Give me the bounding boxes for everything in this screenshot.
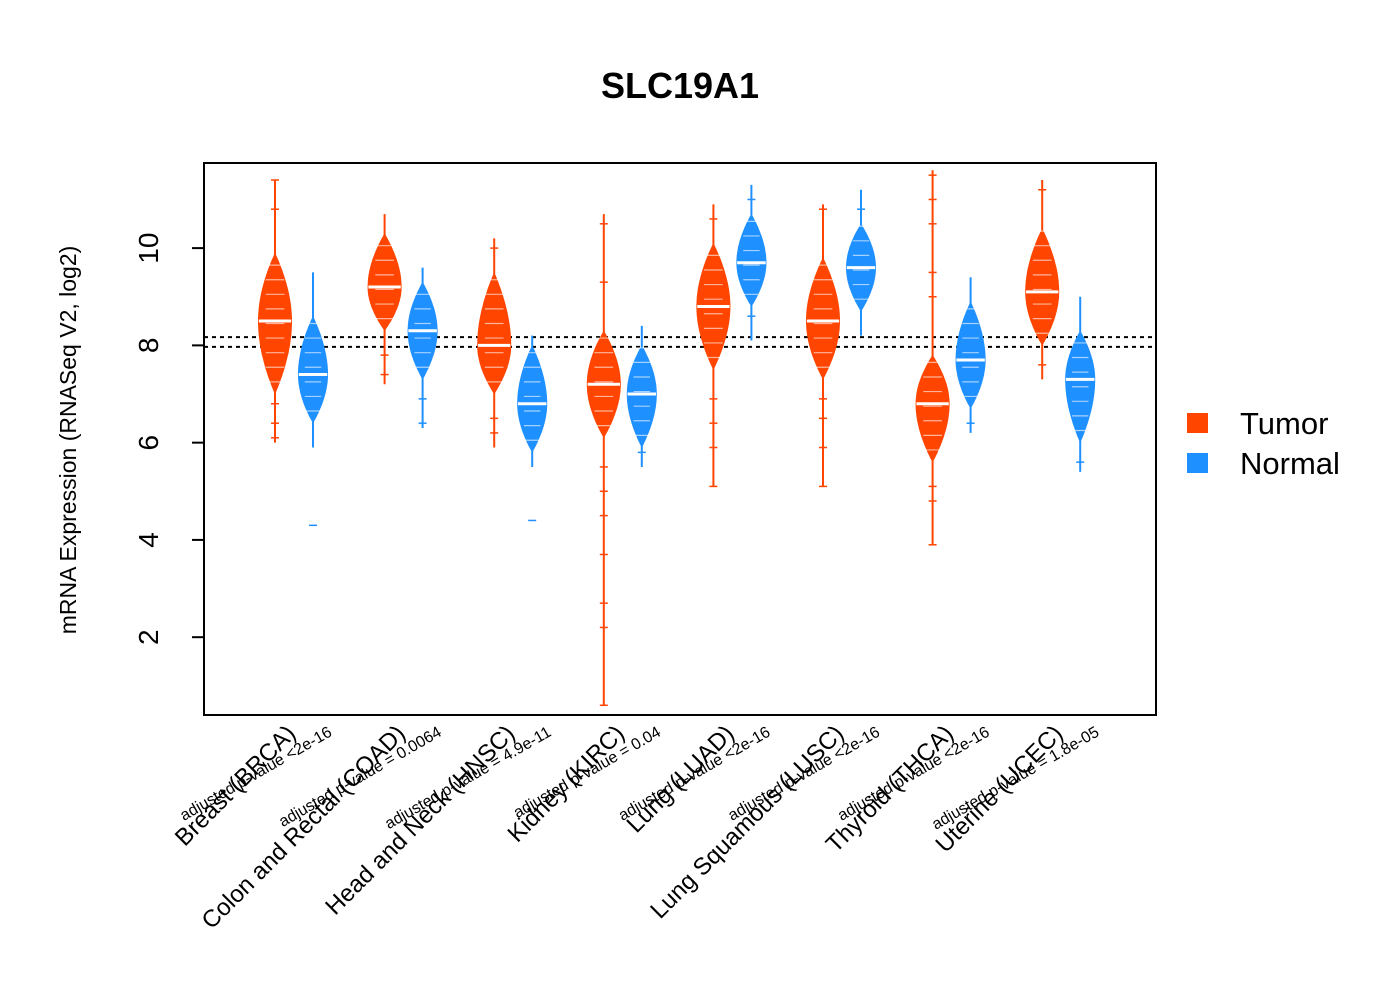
category-group-3 xyxy=(586,214,657,707)
legend-label-normal: Normal xyxy=(1240,446,1340,481)
violin-body xyxy=(1025,228,1060,346)
category-group-0 xyxy=(258,179,328,527)
y-tick-label-8: 8 xyxy=(133,338,164,354)
y-axis-label: mRNA Expression (RNASeq V2, log2) xyxy=(55,246,81,635)
legend-swatch-normal xyxy=(1187,453,1208,473)
category-group-1 xyxy=(367,214,438,429)
violin-body xyxy=(736,214,767,307)
legend-label-tumor: Tumor xyxy=(1240,406,1328,441)
y-tick-label-6: 6 xyxy=(133,435,164,451)
category-group-6 xyxy=(915,170,986,546)
legend-swatch-tumor xyxy=(1187,413,1208,433)
violin-body xyxy=(915,355,950,463)
violin-body xyxy=(517,345,548,453)
y-tick-label-2: 2 xyxy=(133,629,164,645)
category-group-4 xyxy=(696,184,767,488)
violin-body xyxy=(806,257,840,380)
chart-title: SLC19A1 xyxy=(601,65,759,106)
category-group-2 xyxy=(477,238,548,522)
violin-body xyxy=(367,233,402,331)
violin-body xyxy=(477,272,512,394)
y-tick-label-10: 10 xyxy=(133,233,164,264)
y-tick-label-4: 4 xyxy=(133,532,164,548)
category-group-7 xyxy=(1025,180,1096,472)
plot-frame xyxy=(203,162,1157,716)
violin-body xyxy=(298,316,328,424)
violin-body xyxy=(955,301,986,409)
violin-body xyxy=(626,345,657,448)
category-group-5 xyxy=(806,189,876,488)
